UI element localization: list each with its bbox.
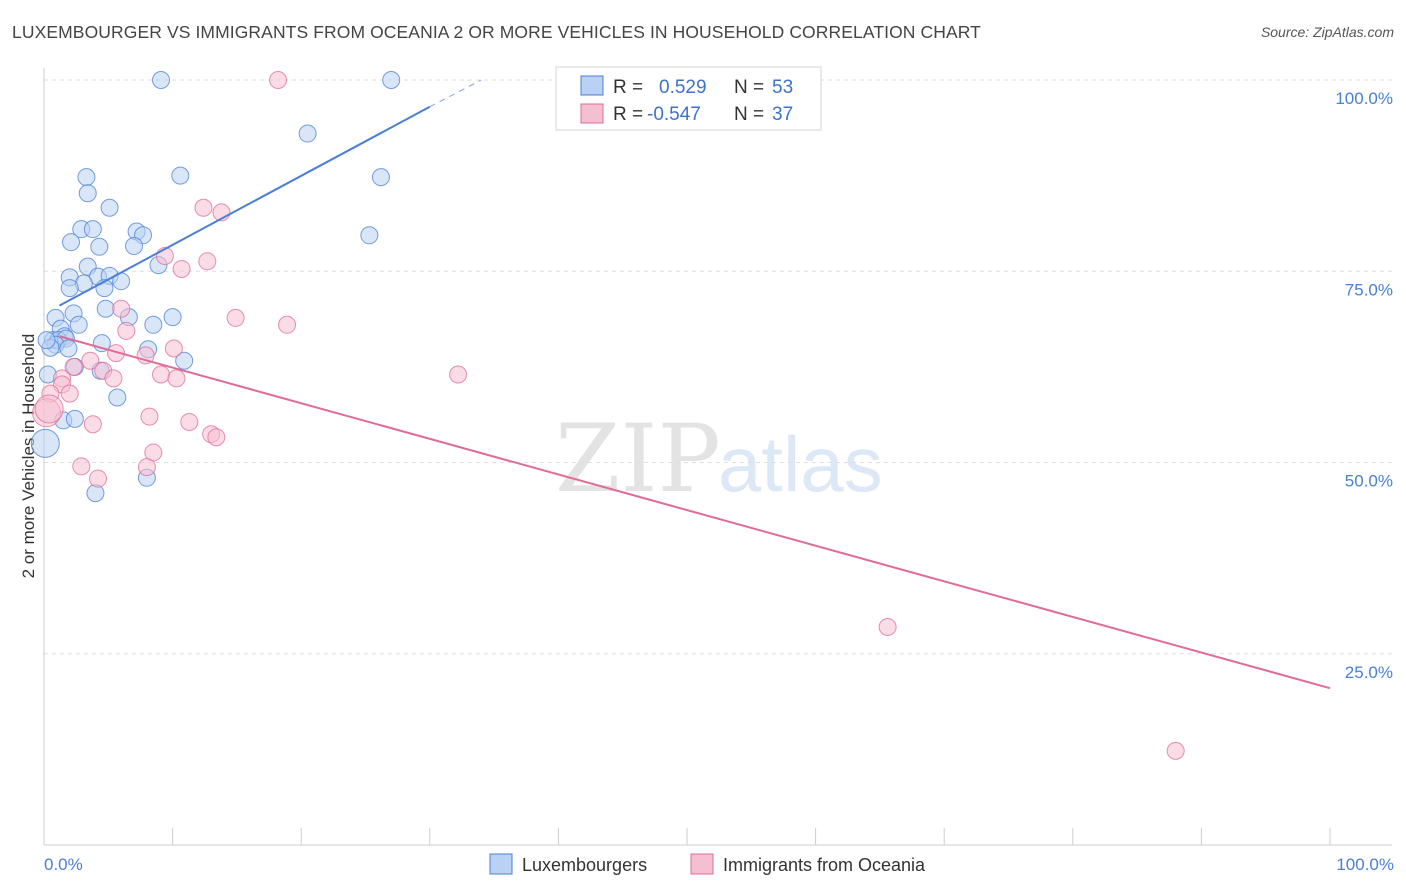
bottom-legend-label-luxembourgers: Luxembourgers bbox=[522, 855, 647, 875]
legend-n-value-2: 37 bbox=[772, 104, 793, 125]
trend-lines bbox=[58, 79, 1331, 690]
trend-line-luxembourgers-extension bbox=[429, 79, 482, 108]
trend-line-oceania bbox=[59, 335, 1331, 690]
series-legend: Luxembourgers Immigrants from Oceania bbox=[489, 853, 926, 875]
point-luxembourgers bbox=[78, 184, 97, 203]
source-credit: Source: ZipAtlas.com bbox=[1260, 24, 1394, 40]
watermark-atlas: atlas bbox=[718, 420, 883, 508]
point-oceania bbox=[194, 198, 213, 217]
point-oceania bbox=[1166, 741, 1185, 760]
point-luxembourgers bbox=[152, 71, 171, 89]
legend-n-label-1: N = bbox=[734, 77, 764, 98]
chart-title: LUXEMBOURGER VS IMMIGRANTS FROM OCEANIA … bbox=[12, 22, 981, 42]
y-tick-label: 25.0% bbox=[1345, 663, 1393, 682]
stats-legend: R = 0.529 N = 53 R = -0.547 N = 37 bbox=[555, 66, 822, 131]
bottom-legend-label-oceania: Immigrants from Oceania bbox=[723, 855, 926, 875]
point-oceania bbox=[207, 428, 226, 447]
point-oceania bbox=[198, 252, 217, 271]
point-oceania bbox=[167, 369, 186, 388]
point-oceania bbox=[72, 457, 91, 476]
watermark-zip: ZIP bbox=[555, 405, 721, 514]
point-oceania bbox=[152, 365, 171, 384]
point-luxembourgers bbox=[360, 226, 379, 245]
point-luxembourgers bbox=[175, 351, 194, 370]
gridlines bbox=[44, 79, 1392, 655]
y-tick-label: 100.0% bbox=[1335, 89, 1393, 108]
point-luxembourgers bbox=[163, 308, 182, 327]
point-luxembourgers bbox=[108, 388, 127, 407]
point-oceania bbox=[180, 412, 199, 431]
bottom-legend-swatch-luxembourgers bbox=[489, 853, 513, 875]
point-luxembourgers bbox=[171, 166, 190, 185]
legend-r-value-1: 0.529 bbox=[659, 77, 707, 98]
point-oceania bbox=[64, 357, 83, 376]
point-oceania bbox=[226, 308, 245, 327]
point-oceania bbox=[81, 351, 100, 370]
data-points bbox=[30, 71, 1185, 760]
point-oceania bbox=[112, 299, 131, 318]
y-tick-labels: 100.0% 75.0% 50.0% 25.0% bbox=[1335, 89, 1393, 682]
point-oceania bbox=[60, 384, 79, 403]
legend-r-label-1: R = bbox=[613, 77, 643, 98]
y-tick-label: 75.0% bbox=[1345, 280, 1393, 299]
point-oceania bbox=[83, 415, 102, 434]
point-luxembourgers bbox=[125, 237, 144, 256]
point-oceania bbox=[117, 321, 136, 340]
point-oceania bbox=[140, 407, 159, 426]
point-luxembourgers bbox=[144, 315, 163, 334]
point-luxembourgers bbox=[371, 168, 390, 187]
point-oceania bbox=[449, 365, 468, 384]
point-oceania bbox=[34, 394, 64, 424]
x-tick-label-min: 0.0% bbox=[44, 855, 83, 874]
legend-n-label-2: N = bbox=[734, 104, 764, 125]
point-luxembourgers bbox=[69, 315, 88, 334]
point-luxembourgers bbox=[60, 279, 79, 298]
legend-swatch-luxembourgers bbox=[580, 75, 604, 96]
point-oceania bbox=[878, 617, 897, 636]
point-oceania bbox=[278, 315, 297, 334]
point-oceania bbox=[269, 71, 288, 89]
legend-r-label-2: R = bbox=[613, 104, 643, 125]
point-luxembourgers bbox=[65, 409, 84, 428]
point-luxembourgers bbox=[77, 168, 96, 187]
y-axis-label: 2 or more Vehicles in Household bbox=[19, 334, 38, 579]
point-luxembourgers bbox=[90, 237, 109, 256]
point-luxembourgers bbox=[83, 220, 102, 239]
point-luxembourgers bbox=[100, 198, 119, 217]
point-oceania bbox=[107, 344, 126, 363]
point-luxembourgers bbox=[96, 299, 115, 318]
x-tick-label-max: 100.0% bbox=[1336, 855, 1394, 874]
point-luxembourgers bbox=[382, 71, 401, 89]
point-luxembourgers bbox=[37, 331, 56, 350]
point-luxembourgers bbox=[59, 339, 78, 358]
point-oceania bbox=[137, 458, 156, 477]
y-tick-label: 50.0% bbox=[1345, 472, 1393, 491]
legend-swatch-oceania bbox=[580, 103, 604, 124]
point-luxembourgers bbox=[298, 124, 317, 143]
legend-r-value-2: -0.547 bbox=[647, 104, 701, 125]
point-luxembourgers bbox=[62, 233, 81, 252]
bottom-legend-swatch-oceania bbox=[690, 853, 714, 875]
trend-line-luxembourgers bbox=[58, 105, 431, 307]
legend-n-value-1: 53 bbox=[772, 77, 793, 98]
point-oceania bbox=[172, 259, 191, 278]
point-oceania bbox=[164, 339, 183, 358]
point-oceania bbox=[89, 469, 108, 488]
point-luxembourgers bbox=[30, 428, 60, 458]
point-oceania bbox=[104, 369, 123, 388]
